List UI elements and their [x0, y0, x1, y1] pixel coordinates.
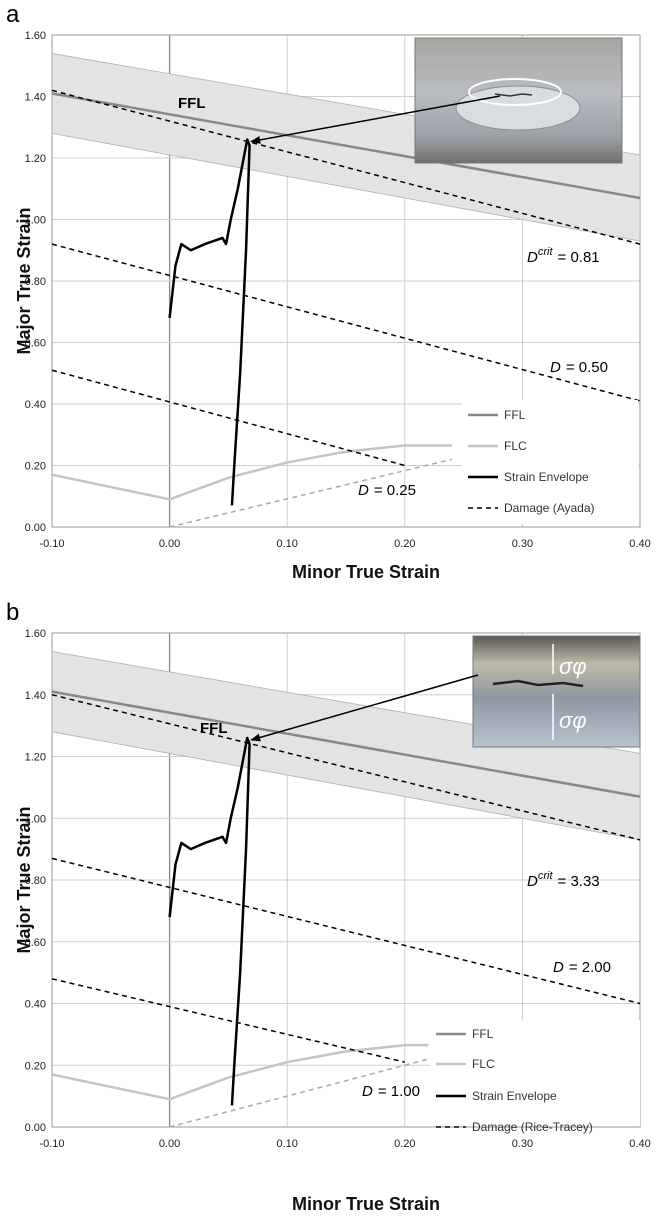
annotation-value: = 1.00	[378, 1083, 420, 1100]
series-line	[168, 736, 251, 1106]
y-tick-label: 0.80	[25, 276, 46, 288]
inset-crack	[494, 93, 533, 97]
x-tick-label: 0.00	[159, 538, 180, 550]
legend-box	[462, 400, 638, 524]
inset-detail	[455, 85, 581, 131]
plot-content	[52, 651, 640, 1127]
series-line	[52, 89, 640, 245]
series-line	[52, 1043, 429, 1101]
y-tick-label: 0.60	[25, 937, 46, 949]
inset-photo	[472, 635, 641, 748]
panel-label: a	[6, 1, 20, 28]
series-line	[52, 690, 640, 798]
annotation-symbol: D	[362, 1083, 373, 1100]
x-tick-label: 0.20	[394, 538, 415, 550]
y-tick-label: 1.40	[25, 690, 46, 702]
annotation-superscript: crit	[538, 870, 554, 882]
x-axis-title: Minor True Strain	[292, 562, 440, 582]
annotation: D = 0.25	[358, 482, 416, 499]
y-tick-label: 0.60	[25, 338, 46, 350]
annotation: D = 1.00	[362, 1083, 420, 1100]
annotation-value: = 0.50	[566, 359, 608, 376]
annotation-symbol: D	[553, 959, 564, 976]
y-tick-label: 1.40	[25, 92, 46, 104]
annotation-superscript: crit	[538, 246, 554, 258]
annotation-symbol: D	[550, 359, 561, 376]
legend-label: FFL	[472, 1027, 494, 1041]
x-tick-label: -0.10	[39, 538, 64, 550]
x-axis-title: Minor True Strain	[292, 1194, 440, 1214]
annotation: FFL	[200, 720, 228, 737]
legend-label: Strain Envelope	[472, 1089, 557, 1103]
y-tick-label: 1.20	[25, 153, 46, 165]
x-tick-label: 0.10	[276, 1138, 297, 1150]
series-line	[52, 444, 452, 501]
y-tick-label: 1.60	[25, 628, 46, 640]
x-tick-label: 0.10	[276, 538, 297, 550]
x-tick-label: 0.20	[394, 1138, 415, 1150]
plot-content	[52, 53, 640, 527]
x-tick-label: 0.30	[512, 538, 533, 550]
inset-highlight	[468, 78, 562, 106]
callout-arrow	[250, 674, 479, 742]
annotation-value: = 0.81	[558, 249, 600, 266]
y-tick-label: 0.80	[25, 875, 46, 887]
series-line	[52, 369, 405, 467]
annotation-value: = 0.25	[374, 482, 416, 499]
y-axis-title: Major True Strain	[14, 806, 34, 953]
inset-crack	[492, 679, 584, 688]
panel: b -0.10 0.00 0.10 0.20 0.30 0.40 0.00 0.20 0.40 0.…	[6, 599, 651, 1214]
y-tick-label: 0.00	[25, 1122, 46, 1134]
annotation: FFL	[178, 95, 206, 112]
annotation-value: = 2.00	[569, 959, 611, 976]
legend-label: FLC	[472, 1057, 495, 1071]
plot-border	[51, 632, 641, 1128]
x-tick-label: 0.00	[159, 1138, 180, 1150]
inset-label: σφ	[559, 708, 587, 733]
annotation-symbol: D	[527, 249, 538, 266]
y-tick-label: 1.00	[25, 215, 46, 227]
x-tick-label: 0.30	[512, 1138, 533, 1150]
y-tick-label: 0.40	[25, 999, 46, 1011]
y-tick-label: 1.60	[25, 30, 46, 42]
legend-box	[430, 1020, 640, 1126]
series-line	[168, 138, 251, 506]
x-tick-label: 0.40	[629, 1138, 650, 1150]
legend-label: Strain Envelope	[504, 470, 589, 484]
legend-label: FLC	[504, 439, 527, 453]
series-line	[52, 92, 640, 200]
y-tick-label: 0.20	[25, 461, 46, 473]
series-line	[52, 857, 640, 1005]
annotation: D = 2.00	[553, 959, 611, 976]
annotation: Dcrit = 3.33	[527, 870, 600, 890]
panel: a -0.10 0.00 0.10 0.20 0.30 0.40 0.00 0.20 0.40 0.…	[6, 1, 651, 582]
y-tick-label: 0.00	[25, 522, 46, 534]
ffl-band	[52, 651, 640, 841]
series-line	[169, 458, 453, 527]
legend-label: Damage (Rice-Tracey)	[472, 1120, 593, 1134]
plot-border	[51, 34, 641, 528]
legend-label: Damage (Ayada)	[504, 501, 595, 515]
annotation: Dcrit = 0.81	[527, 246, 600, 266]
series-line	[52, 243, 640, 402]
annotation-symbol: D	[358, 482, 369, 499]
y-tick-label: 0.40	[25, 399, 46, 411]
legend-label: FFL	[504, 408, 526, 422]
y-tick-label: 0.20	[25, 1060, 46, 1072]
series-line	[52, 694, 640, 841]
x-tick-label: 0.40	[629, 538, 650, 550]
annotation: D = 0.50	[550, 359, 608, 376]
panel-label: b	[6, 599, 19, 626]
annotation-symbol: D	[527, 873, 538, 890]
inset-label: σφ	[559, 654, 587, 679]
y-tick-label: 1.00	[25, 813, 46, 825]
x-tick-label: -0.10	[39, 1138, 64, 1150]
callout-arrow	[250, 95, 501, 144]
series-line	[52, 978, 405, 1063]
y-axis-title: Major True Strain	[14, 207, 34, 354]
annotation-value: = 3.33	[558, 873, 600, 890]
y-tick-label: 1.20	[25, 752, 46, 764]
